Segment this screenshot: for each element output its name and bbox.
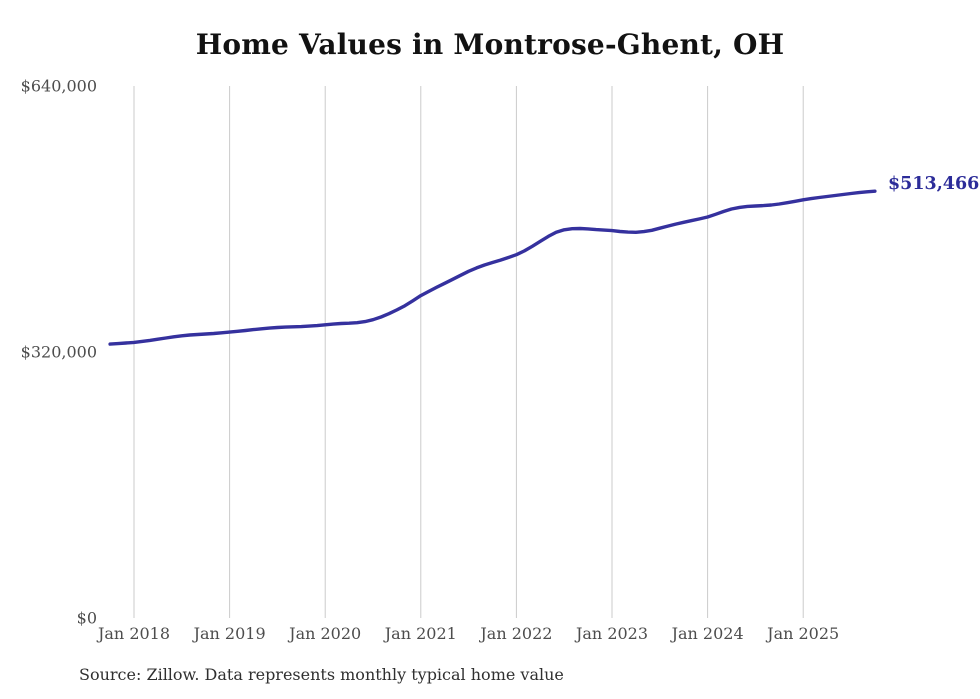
y-tick-label: $0 <box>76 608 97 628</box>
y-tick-label: $640,000 <box>20 76 97 96</box>
end-value-label: $513,466 <box>888 174 980 195</box>
home-value-line <box>108 189 877 346</box>
x-tick-label: Jan 2021 <box>384 624 457 643</box>
source-note: Source: Zillow. Data represents monthly … <box>79 665 564 684</box>
x-tick-label: Jan 2019 <box>193 624 266 643</box>
x-tick-label: Jan 2024 <box>671 624 744 643</box>
y-tick-label: $320,000 <box>20 342 97 362</box>
x-tick-label: Jan 2022 <box>480 624 553 643</box>
x-tick-label: Jan 2020 <box>289 624 362 643</box>
chart-title: Home Values in Montrose-Ghent, OH <box>195 28 785 61</box>
x-tick-label: Jan 2025 <box>767 624 840 643</box>
x-tick-label: Jan 2018 <box>97 624 171 643</box>
x-tick-label: Jan 2023 <box>575 624 649 643</box>
